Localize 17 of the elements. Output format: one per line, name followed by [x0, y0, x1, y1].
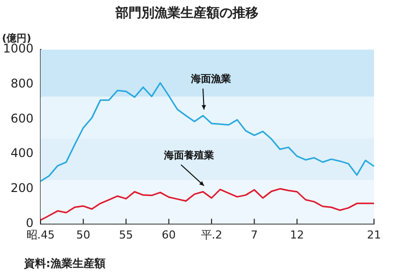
- x-tick-label: 21: [367, 228, 381, 242]
- x-tick-label: 55: [119, 228, 134, 242]
- y-tick-label: 400: [10, 146, 34, 160]
- text: 海面漁業: [190, 73, 231, 86]
- x-tick-label: 7: [250, 228, 258, 242]
- x-tick-label: 50: [76, 228, 90, 242]
- y-tick-label: 600: [10, 111, 34, 126]
- x-tick-label: 昭.45: [26, 228, 55, 242]
- text: 資料:漁業生産額: [23, 256, 106, 270]
- x-tick-label: 60: [162, 228, 176, 242]
- chart-title: 部門別漁業生産額の推移: [114, 5, 258, 22]
- y-tick-label: 200: [10, 181, 34, 196]
- x-tick-label: 平.2: [200, 228, 222, 242]
- y-tick-label: 0: [26, 216, 34, 230]
- text: 海面養殖業: [162, 149, 214, 162]
- x-tick-label: 12: [290, 228, 304, 242]
- y-tick-label: 800: [10, 76, 34, 91]
